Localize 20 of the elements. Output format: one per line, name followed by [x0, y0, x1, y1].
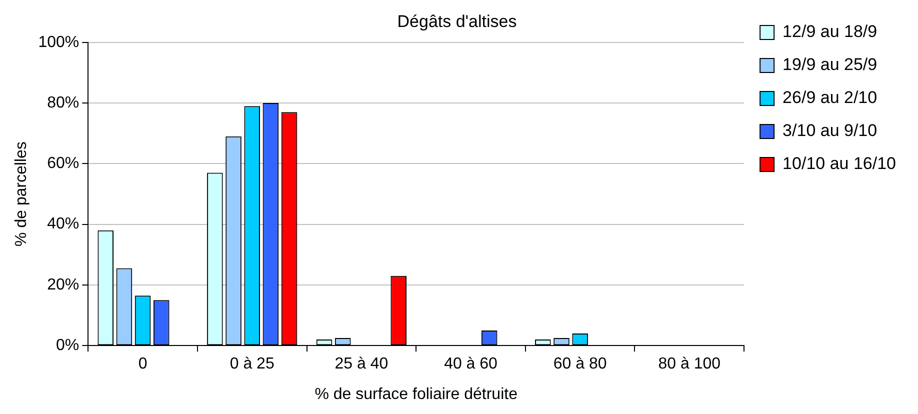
x-tick-label: 80 à 100: [658, 356, 721, 373]
legend-label: 12/9 au 18/9: [782, 22, 878, 42]
y-tick-label: 80%: [47, 94, 80, 112]
legend-label: 10/10 au 16/10: [782, 154, 896, 174]
y-tick-label: 40%: [47, 216, 80, 233]
y-tick-label: 60%: [47, 155, 80, 172]
chart-title: Dégâts d'altises: [397, 12, 517, 31]
y-tick-label: 100%: [38, 34, 80, 51]
legend-label: 26/9 au 2/10: [782, 88, 878, 108]
x-tick-label: 25 à 40: [334, 356, 388, 373]
x-tick-label: 60 à 80: [553, 356, 607, 373]
x-axis-title: % de surface foliaire détruite: [314, 386, 518, 403]
x-tick-label: 0 à 25: [230, 356, 274, 373]
y-tick-label: 20%: [47, 276, 80, 294]
x-tick-label: 0: [138, 356, 148, 373]
y-tick-label: 0%: [56, 337, 80, 354]
x-tick-label: 40 à 60: [444, 356, 498, 373]
y-axis-title: % de parcelles: [13, 142, 30, 246]
legend-label: 3/10 au 9/10: [782, 121, 878, 140]
legend-label: 19/9 au 25/9: [782, 55, 878, 74]
